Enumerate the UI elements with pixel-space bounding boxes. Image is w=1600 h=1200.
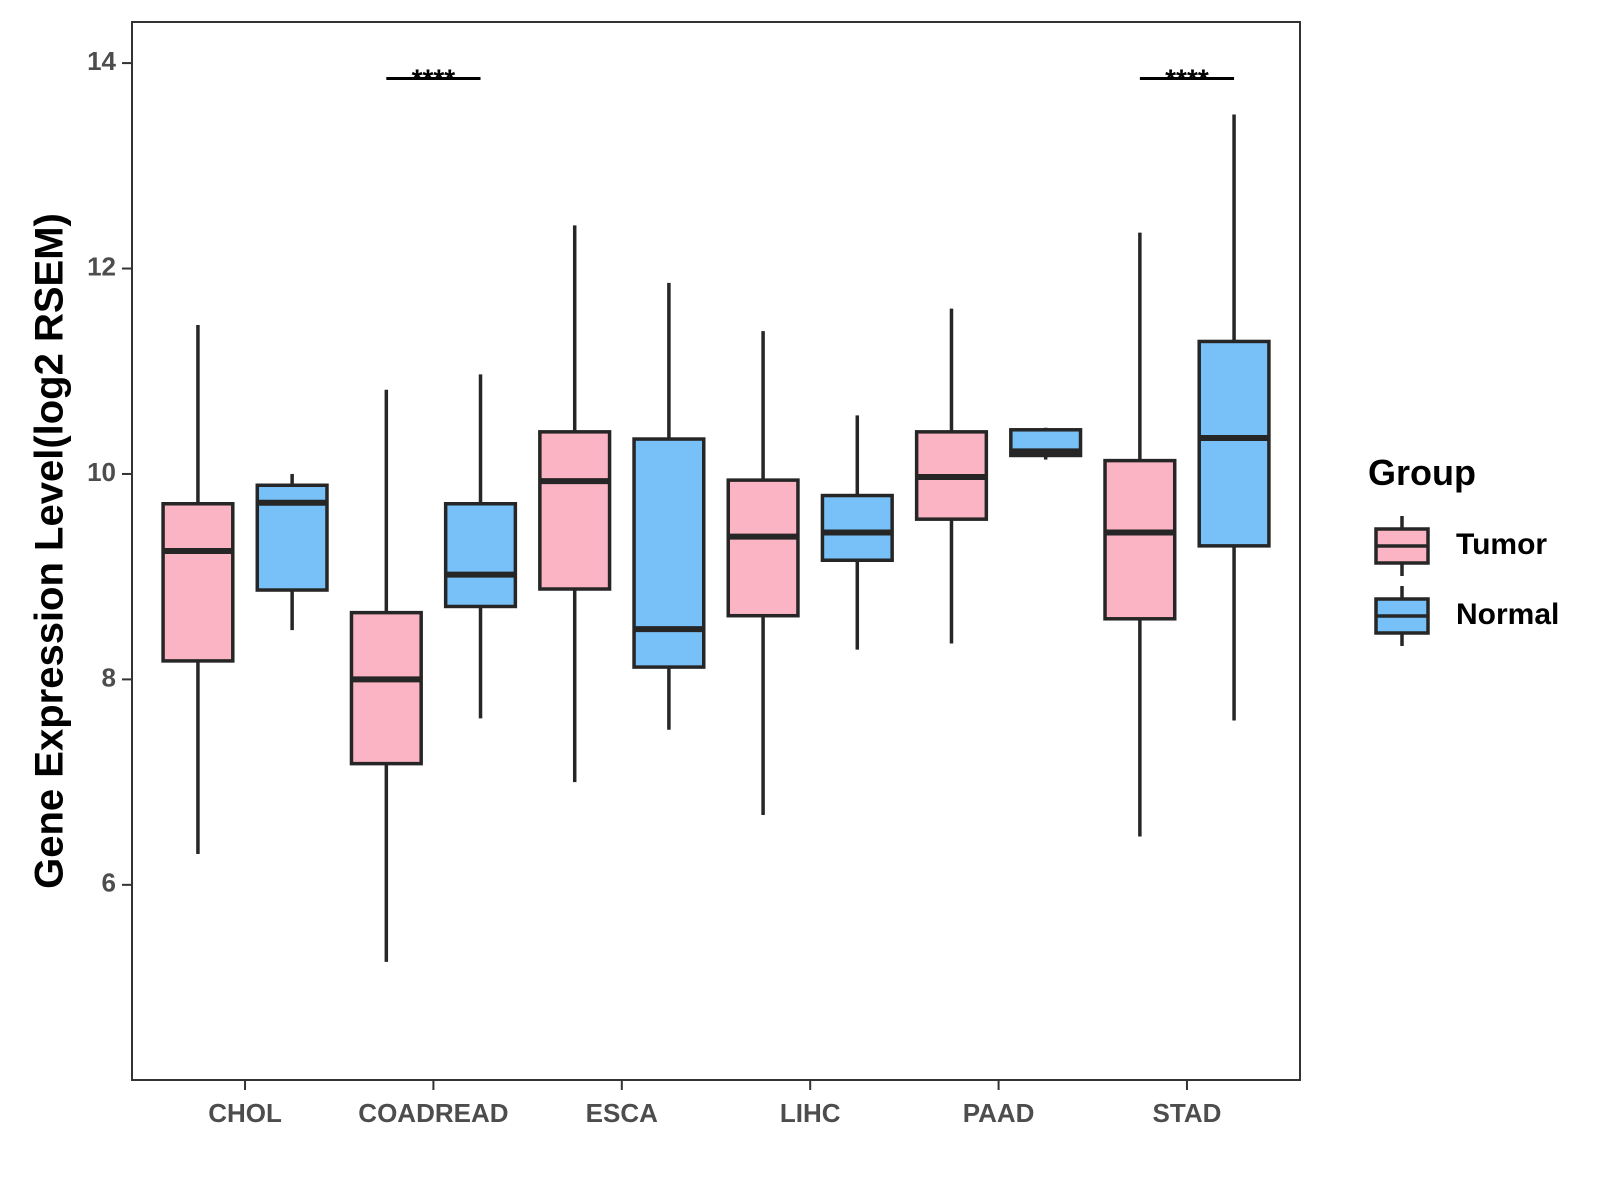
boxplot-tumor-paad — [914, 308, 989, 644]
significance-label: **** — [412, 63, 456, 94]
box-body — [1197, 339, 1271, 548]
boxplot-normal-stad — [1197, 114, 1271, 721]
boxplot-normal-lihc — [820, 415, 894, 650]
y-tick-label: 8 — [102, 662, 116, 692]
significance-annotations: **** **** — [386, 63, 1235, 94]
box-body — [1103, 458, 1177, 621]
boxplot-tumor-esca — [538, 225, 612, 783]
boxplot-tumor-lihc — [726, 331, 800, 815]
box-body — [161, 501, 235, 663]
legend-item-normal: Normal — [1374, 586, 1559, 646]
legend-label: Normal — [1456, 598, 1559, 631]
box-body — [443, 501, 518, 609]
x-tick-label: LIHC — [780, 1098, 841, 1128]
boxplot-normal-paad — [1009, 427, 1083, 460]
y-axis-title: Gene Expression Level(log2 RSEM) — [28, 213, 72, 889]
x-tick-label: STAD — [1153, 1098, 1222, 1128]
legend-title: Group — [1368, 452, 1476, 493]
legend-item-tumor: Tumor — [1374, 516, 1547, 576]
y-tick-label: 10 — [87, 457, 116, 487]
x-tick-label: ESCA — [586, 1098, 658, 1128]
boxplot-normal-chol — [255, 473, 329, 631]
boxplot-normal-esca — [632, 282, 706, 730]
box-body — [726, 478, 800, 618]
x-tick-label: COADREAD — [358, 1098, 508, 1128]
box-group — [161, 114, 1271, 962]
y-tick-label: 12 — [87, 251, 116, 281]
y-axis: 6 8 10 12 14 — [87, 46, 132, 898]
legend: Group Tumor Normal — [1368, 452, 1559, 646]
x-axis: CHOL COADREAD ESCA LIHC PAAD STAD — [208, 1080, 1221, 1128]
boxplot-tumor-chol — [161, 325, 235, 855]
legend-label: Tumor — [1456, 528, 1547, 561]
box-body — [349, 610, 423, 766]
significance-label: **** — [1165, 63, 1209, 94]
x-tick-label: CHOL — [208, 1098, 282, 1128]
y-tick-label: 6 — [102, 868, 116, 898]
y-tick-label: 14 — [87, 46, 116, 76]
boxplot-tumor-coadread — [349, 389, 423, 962]
box-body — [820, 493, 894, 562]
box-body — [538, 430, 612, 591]
box-body — [632, 437, 706, 669]
x-tick-label: PAAD — [963, 1098, 1035, 1128]
boxplot-normal-coadread — [443, 374, 518, 719]
boxplot-tumor-stad — [1103, 232, 1177, 837]
